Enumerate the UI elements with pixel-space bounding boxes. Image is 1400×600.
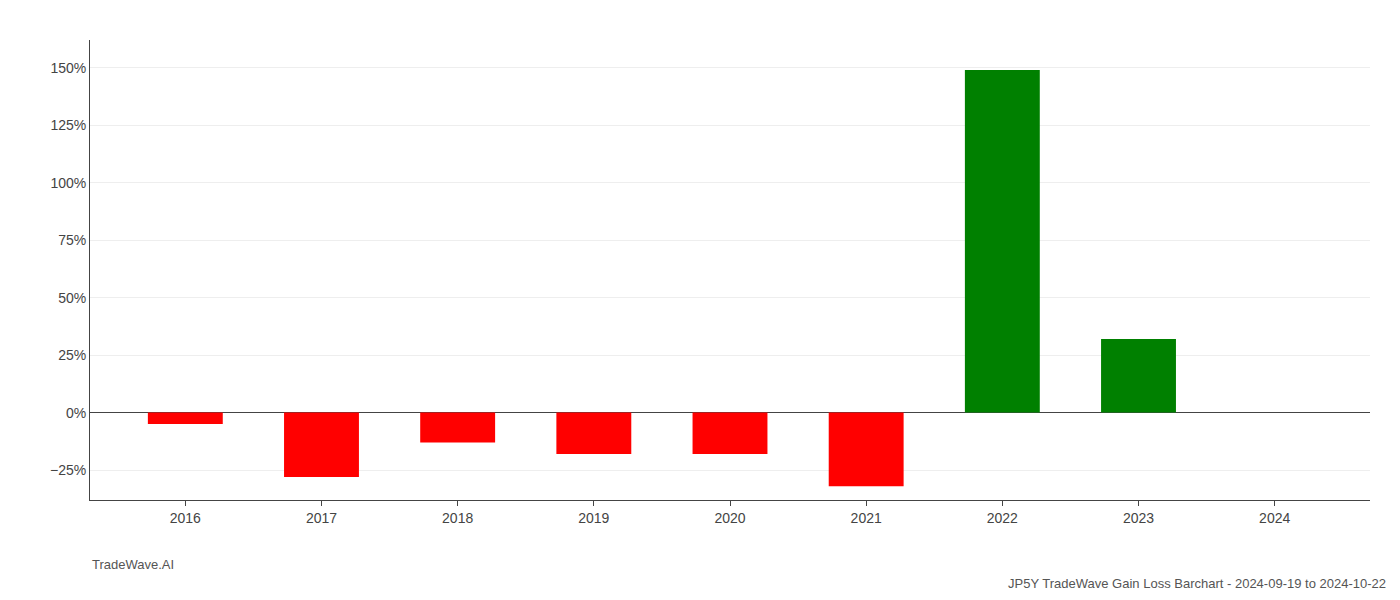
svg-text:JP5Y TradeWave Gain Loss Barch: JP5Y TradeWave Gain Loss Barchart - 2024… xyxy=(1008,576,1386,591)
svg-text:2021: 2021 xyxy=(851,510,882,526)
svg-text:150%: 150% xyxy=(50,60,86,76)
svg-text:2024: 2024 xyxy=(1259,510,1290,526)
svg-text:50%: 50% xyxy=(58,290,86,306)
svg-text:2016: 2016 xyxy=(170,510,201,526)
svg-text:2017: 2017 xyxy=(306,510,337,526)
svg-text:100%: 100% xyxy=(50,175,86,191)
svg-text:−25%: −25% xyxy=(50,462,86,478)
svg-text:2023: 2023 xyxy=(1123,510,1154,526)
svg-text:75%: 75% xyxy=(58,232,86,248)
svg-text:2019: 2019 xyxy=(578,510,609,526)
svg-text:2018: 2018 xyxy=(442,510,473,526)
svg-text:0%: 0% xyxy=(66,405,86,421)
svg-text:2022: 2022 xyxy=(987,510,1018,526)
svg-text:125%: 125% xyxy=(50,117,86,133)
svg-text:2020: 2020 xyxy=(714,510,745,526)
svg-text:TradeWave.AI: TradeWave.AI xyxy=(92,557,174,572)
svg-text:25%: 25% xyxy=(58,347,86,363)
